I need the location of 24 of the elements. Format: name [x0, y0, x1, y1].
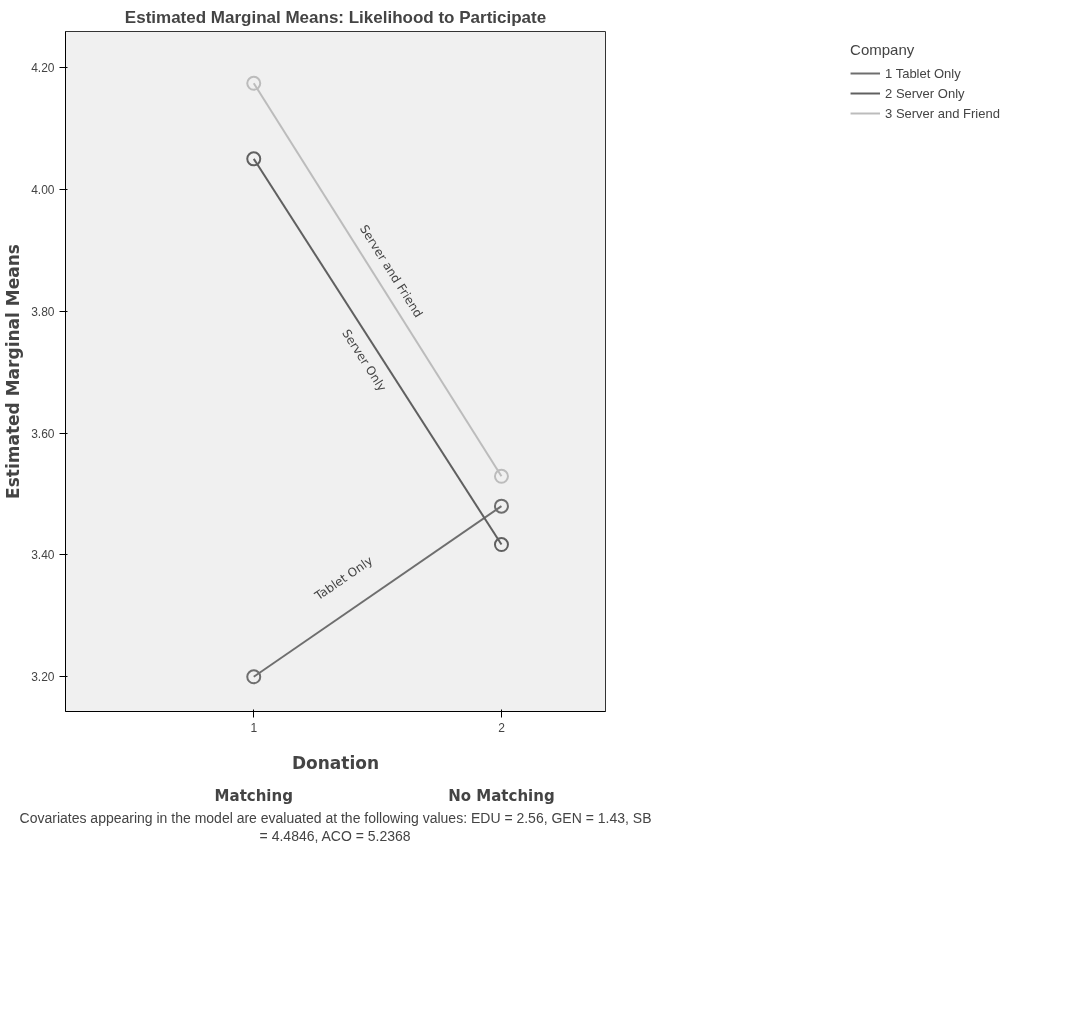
- y-tick-label: 3.20: [31, 670, 55, 685]
- text: Matching: [214, 786, 293, 805]
- legend-label: 3 Server and Friend: [885, 105, 1000, 121]
- text: Covariates appearing in the model are evaluated at the following values: EDU = 2.56, GEN = 1.43, SB = 4.4846, ACO = 5.2368: [19, 809, 652, 844]
- point: [493, 537, 509, 553]
- point: [246, 669, 262, 685]
- y-tick-label: 3.80: [31, 304, 55, 319]
- point: [246, 151, 262, 167]
- chart-title: Estimated Marginal Means: Likelihood to Participate: [124, 7, 547, 27]
- y-tick-label: 4.20: [31, 60, 55, 75]
- y-tick-label: 3.60: [31, 426, 55, 441]
- x-tick-label: 2: [498, 720, 506, 735]
- y-tick-label: 4.00: [31, 182, 55, 197]
- legend-label: 1 Tablet Only: [885, 65, 961, 81]
- x-axis-title: Donation: [291, 752, 380, 773]
- legend-title: Company: [850, 41, 916, 58]
- legend-label: 2 Server Only: [885, 85, 965, 101]
- text: No Matching: [448, 786, 555, 805]
- x-tick-label: 1: [250, 720, 258, 735]
- y-axis-title: Estimated Marginal Means: [3, 244, 24, 499]
- y-tick-label: 3.40: [31, 548, 55, 563]
- point: [493, 468, 509, 484]
- point: [246, 75, 262, 91]
- point: [493, 498, 509, 514]
